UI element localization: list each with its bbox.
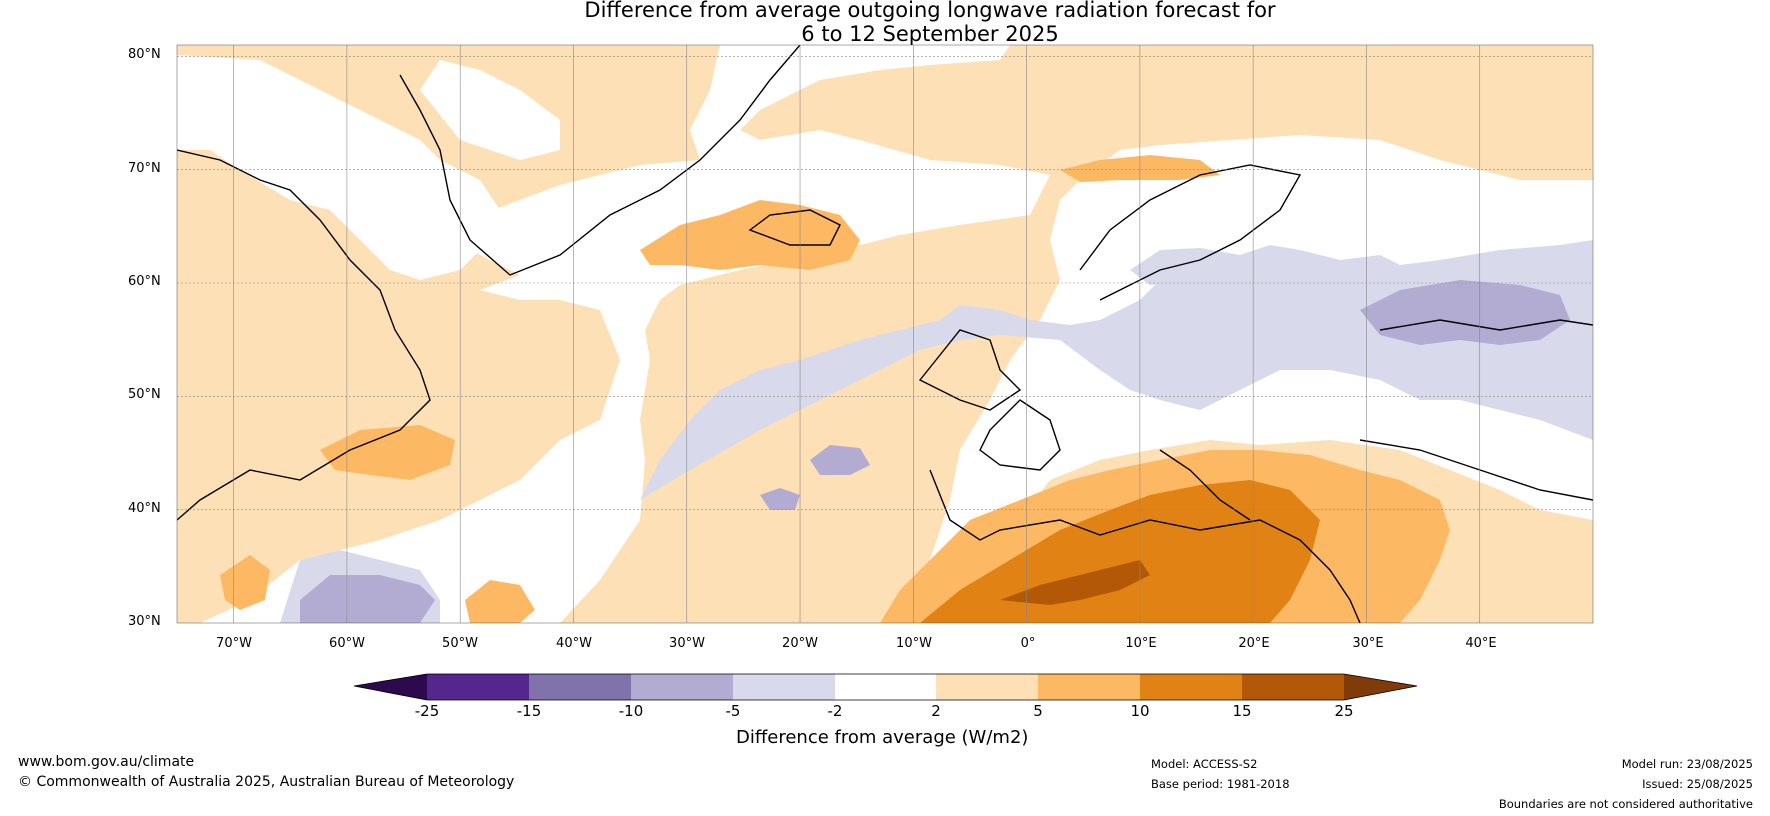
lon-label-50w: 50°W	[442, 636, 478, 651]
colorbar-tick: 25	[1334, 702, 1354, 720]
colorbar-segment	[835, 674, 936, 700]
map-title: Difference from average outgoing longwav…	[0, 0, 1770, 46]
lon-label-60w: 60°W	[329, 636, 365, 651]
anomaly-minus10-minus5-subtropics	[300, 575, 435, 623]
lat-label-80n: 80°N	[128, 47, 161, 62]
lon-label-70w: 70°W	[216, 636, 252, 651]
lon-label-10w: 10°W	[896, 636, 932, 651]
colorbar-outline	[353, 673, 1418, 701]
map-frame	[176, 44, 1594, 624]
colorbar-under-arrow	[354, 674, 427, 700]
colorbar-tick: 5	[1033, 702, 1043, 720]
lat-label-50n: 50°N	[128, 387, 161, 402]
footer-disclaimer: Boundaries are not considered authoritat…	[1498, 797, 1753, 811]
lon-label-0: 0°	[1020, 636, 1036, 651]
lon-label-40e: 40°E	[1465, 636, 1497, 651]
colorbar-tick: -2	[827, 702, 843, 720]
footer-model-run: Model run: 23/08/2025	[1621, 757, 1753, 771]
colorbar-tick: -5	[725, 702, 741, 720]
anomaly-10-15-north-africa	[920, 480, 1320, 623]
lon-label-20e: 20°E	[1238, 636, 1270, 651]
lon-label-40w: 40°W	[556, 636, 592, 651]
lat-label-30n: 30°N	[128, 614, 161, 629]
anomaly-5-10-subtropics-west	[220, 555, 270, 610]
lon-label-20w: 20°W	[782, 636, 818, 651]
footer-model: Model: ACCESS-S2	[1151, 757, 1258, 771]
lon-label-10e: 10°E	[1125, 636, 1157, 651]
colorbar-tick: 15	[1232, 702, 1252, 720]
coastlines	[177, 45, 1593, 623]
graticule	[177, 45, 1593, 623]
lat-label-40n: 40°N	[128, 501, 161, 516]
title-line-1: Difference from average outgoing longwav…	[584, 0, 1276, 22]
map-field	[177, 45, 1593, 623]
lat-label-70n: 70°N	[128, 161, 161, 176]
anomaly-minus5-minus2-scandinavia	[1130, 245, 1300, 285]
title-line-2: 6 to 12 September 2025	[801, 22, 1059, 46]
anomaly-minus5-minus2-europe	[640, 240, 1593, 500]
anomaly-15-25-sahara	[1000, 560, 1150, 605]
footer-website: www.bom.gov.au/climate	[18, 754, 195, 770]
anomaly-near-normal-greenland	[420, 60, 560, 160]
footer-base-period: Base period: 1981-2018	[1151, 777, 1290, 791]
colorbar-tick: -15	[516, 702, 542, 720]
colorbar-tick: 10	[1130, 702, 1150, 720]
anomaly-minus10-minus5-atlantic-2	[760, 488, 800, 510]
anomaly-5-10-iceland	[640, 200, 860, 270]
anomaly-5-10-subtropics-mid	[465, 580, 535, 623]
colorbar-tick: -10	[618, 702, 644, 720]
colorbar-segment	[1242, 674, 1344, 700]
colorbar-over-arrow	[1344, 674, 1417, 700]
anomaly-minus10-minus5-atlantic-1	[810, 445, 870, 475]
colorbar-segment	[1140, 674, 1242, 700]
lon-label-30e: 30°E	[1352, 636, 1384, 651]
footer-copyright: © Commonwealth of Australia 2025, Austra…	[18, 774, 515, 790]
footer-issued: Issued: 25/08/2025	[1642, 777, 1753, 791]
anomaly-minus10-minus5-russia	[1360, 280, 1570, 345]
anomaly-5-10-newfoundland	[320, 425, 455, 480]
colorbar-label: Difference from average (W/m2)	[736, 727, 1029, 748]
anomaly-near-normal-baffin	[177, 55, 500, 280]
colorbar-segment	[936, 674, 1038, 700]
colorbar-segment	[631, 674, 733, 700]
colorbar-segment	[1038, 674, 1140, 700]
lat-label-60n: 60°N	[128, 274, 161, 289]
colorbar-tick: -25	[414, 702, 440, 720]
lon-label-30w: 30°W	[669, 636, 705, 651]
colorbar-tick: 2	[931, 702, 941, 720]
colorbar-segment	[427, 674, 529, 700]
anomaly-near-normal-atlantic	[200, 45, 1050, 623]
colorbar-segment	[529, 674, 631, 700]
colorbar-segment	[733, 674, 835, 700]
